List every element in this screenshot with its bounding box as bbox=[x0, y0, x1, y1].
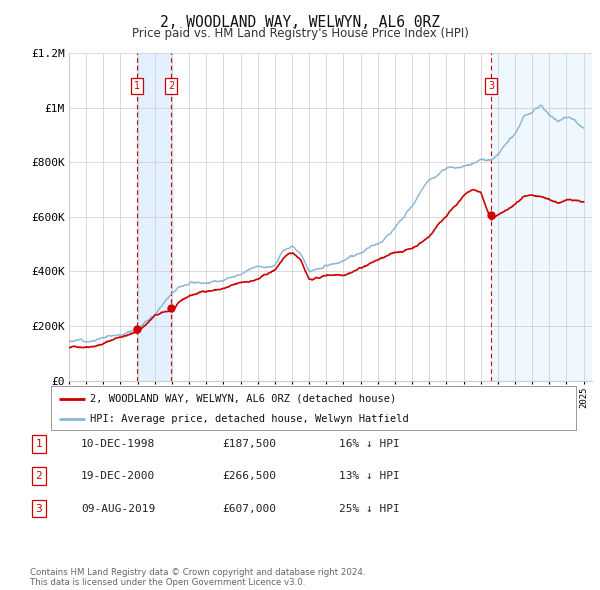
Text: 2, WOODLAND WAY, WELWYN, AL6 0RZ: 2, WOODLAND WAY, WELWYN, AL6 0RZ bbox=[160, 15, 440, 30]
Text: 3: 3 bbox=[35, 504, 43, 513]
Text: 09-AUG-2019: 09-AUG-2019 bbox=[81, 504, 155, 513]
Text: Contains HM Land Registry data © Crown copyright and database right 2024.
This d: Contains HM Land Registry data © Crown c… bbox=[30, 568, 365, 587]
Text: 19-DEC-2000: 19-DEC-2000 bbox=[81, 471, 155, 481]
Bar bbox=[491, 53, 592, 381]
Text: 3: 3 bbox=[488, 81, 494, 91]
Text: 2, WOODLAND WAY, WELWYN, AL6 0RZ (detached house): 2, WOODLAND WAY, WELWYN, AL6 0RZ (detach… bbox=[91, 394, 397, 404]
Text: HPI: Average price, detached house, Welwyn Hatfield: HPI: Average price, detached house, Welw… bbox=[91, 414, 409, 424]
Text: 1: 1 bbox=[134, 81, 140, 91]
Text: Price paid vs. HM Land Registry's House Price Index (HPI): Price paid vs. HM Land Registry's House … bbox=[131, 27, 469, 40]
Text: 2: 2 bbox=[168, 81, 175, 91]
Text: 13% ↓ HPI: 13% ↓ HPI bbox=[339, 471, 400, 481]
Text: 2: 2 bbox=[35, 471, 43, 481]
Text: £187,500: £187,500 bbox=[222, 439, 276, 448]
Text: 1: 1 bbox=[35, 439, 43, 448]
Text: £607,000: £607,000 bbox=[222, 504, 276, 513]
Text: 10-DEC-1998: 10-DEC-1998 bbox=[81, 439, 155, 448]
Bar bbox=[137, 53, 172, 381]
Text: £266,500: £266,500 bbox=[222, 471, 276, 481]
Text: 16% ↓ HPI: 16% ↓ HPI bbox=[339, 439, 400, 448]
Text: 25% ↓ HPI: 25% ↓ HPI bbox=[339, 504, 400, 513]
